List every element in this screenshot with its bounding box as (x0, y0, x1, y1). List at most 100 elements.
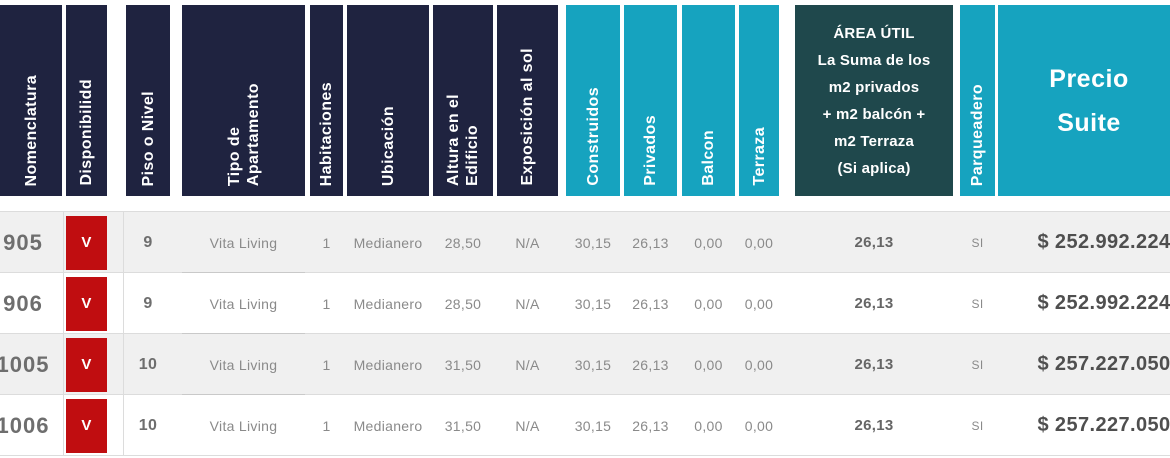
cell-nomenclatura: 1006 (0, 412, 50, 438)
col-header-altura: Altura en el Edificio (433, 5, 493, 196)
cell-tipo: Vita Living (209, 234, 278, 251)
cell-privados: 26,13 (632, 234, 669, 251)
table-row[interactable]: 1006 V 10 Vita Living 1 Medianero 31,50 … (0, 395, 1170, 456)
col-header-nomenclatura-label: Nomenclatura (22, 74, 40, 187)
cell-ubicacion: Medianero (353, 356, 423, 373)
cell-balcon: 0,00 (694, 295, 723, 312)
cell-construidos: 30,15 (574, 295, 612, 312)
cell-construidos: 30,15 (574, 356, 612, 373)
cell-construidos: 30,15 (574, 417, 612, 434)
availability-badge: V (66, 337, 107, 392)
cell-precio: $ 252.992.224 (1037, 292, 1170, 314)
col-header-area-util: ÁREA ÚTIL La Suma de los m2 privados + m… (795, 5, 953, 196)
cell-ubicacion: Medianero (353, 234, 423, 251)
col-header-exposicion-label: Exposición al sol (519, 48, 536, 186)
cell-disponibilidad: V (66, 334, 107, 395)
cell-parqueadero: SI (971, 235, 984, 250)
cell-area-util: 26,13 (854, 417, 894, 434)
tipo-cell-separator (182, 333, 305, 334)
row-separator (0, 272, 1170, 273)
col-header-privados: Privados (624, 5, 677, 196)
cell-exposicion: N/A (515, 234, 540, 251)
cell-habitaciones: 1 (322, 234, 331, 251)
cell-construidos: 30,15 (574, 234, 612, 251)
col-header-habitaciones-label: Habitaciones (318, 81, 335, 186)
row-separator (0, 211, 1170, 212)
disponibilidad-column-border (123, 211, 124, 456)
cell-habitaciones: 1 (322, 417, 331, 434)
col-header-exposicion: Exposición al sol (497, 5, 558, 196)
cell-habitaciones: 1 (322, 295, 331, 312)
cell-nomenclatura: 905 (3, 229, 43, 255)
availability-badge: V (66, 215, 107, 270)
cell-privados: 26,13 (632, 417, 669, 434)
cell-balcon: 0,00 (694, 356, 723, 373)
col-header-precio-suite: Precio Suite (998, 5, 1170, 196)
disponibilidad-column-border (63, 211, 64, 456)
table-row[interactable]: 905 V 9 Vita Living 1 Medianero 28,50 N/… (0, 212, 1170, 273)
cell-precio: $ 257.227.050 (1037, 353, 1170, 375)
cell-piso: 10 (138, 355, 158, 373)
col-header-ubicacion: Ubicación (347, 5, 429, 196)
cell-parqueadero: SI (971, 357, 984, 372)
cell-exposicion: N/A (515, 417, 540, 434)
cell-ubicacion: Medianero (353, 295, 423, 312)
table-row[interactable]: 1005 V 10 Vita Living 1 Medianero 31,50 … (0, 334, 1170, 395)
col-header-nomenclatura: Nomenclatura (0, 5, 62, 196)
cell-parqueadero: SI (971, 418, 984, 433)
cell-terraza: 0,00 (744, 417, 774, 434)
cell-precio: $ 257.227.050 (1037, 414, 1170, 436)
cell-terraza: 0,00 (744, 295, 774, 312)
col-header-area-util-label: ÁREA ÚTIL La Suma de los m2 privados + m… (817, 24, 931, 177)
cell-nomenclatura: 906 (3, 290, 43, 316)
cell-tipo: Vita Living (209, 356, 278, 373)
col-header-parqueadero: Parqueadero (960, 5, 995, 196)
col-header-construidos-label: Construidos (584, 87, 602, 186)
cell-piso: 9 (143, 294, 153, 312)
cell-nomenclatura: 1005 (0, 351, 50, 377)
availability-badge: V (66, 398, 107, 453)
col-header-piso-label: Piso o Nivel (139, 90, 157, 187)
cell-piso: 9 (143, 233, 153, 251)
row-separator (0, 333, 1170, 334)
cell-area-util: 26,13 (854, 356, 894, 373)
cell-altura: 28,50 (444, 234, 482, 251)
cell-exposicion: N/A (515, 356, 540, 373)
col-header-precio-suite-label: Precio Suite (1049, 64, 1129, 137)
col-header-construidos: Construidos (566, 5, 620, 196)
cell-ubicacion: Medianero (353, 417, 423, 434)
availability-badge: V (66, 276, 107, 331)
table-row[interactable]: 906 V 9 Vita Living 1 Medianero 28,50 N/… (0, 273, 1170, 334)
cell-disponibilidad: V (66, 273, 107, 334)
col-header-ubicacion-label: Ubicación (379, 105, 397, 186)
col-header-disponibilidad: Disponibilidd (66, 5, 107, 196)
cell-privados: 26,13 (632, 295, 669, 312)
cell-disponibilidad: V (66, 395, 107, 456)
cell-altura: 31,50 (444, 417, 482, 434)
col-header-altura-label: Altura en el Edificio (445, 94, 481, 186)
cell-disponibilidad: V (66, 212, 107, 273)
col-header-piso: Piso o Nivel (126, 5, 170, 196)
cell-area-util: 26,13 (854, 234, 894, 251)
col-header-privados-label: Privados (642, 115, 659, 186)
cell-area-util: 26,13 (854, 295, 894, 312)
cell-precio: $ 252.992.224 (1037, 231, 1170, 253)
cell-altura: 31,50 (444, 356, 482, 373)
tipo-cell-separator (182, 272, 305, 273)
col-header-tipo-label: Tipo de Apartamento (225, 82, 262, 186)
cell-terraza: 0,00 (744, 234, 774, 251)
cell-privados: 26,13 (632, 356, 669, 373)
col-header-disponibilidad-label: Disponibilidd (78, 79, 95, 186)
col-header-parqueadero-label: Parqueadero (969, 83, 986, 186)
col-header-terraza: Terraza (739, 5, 779, 196)
row-separator (0, 394, 1170, 395)
cell-parqueadero: SI (971, 296, 984, 311)
cell-exposicion: N/A (515, 295, 540, 312)
col-header-balcon-label: Balcon (700, 130, 717, 186)
cell-balcon: 0,00 (694, 234, 723, 251)
cell-terraza: 0,00 (744, 356, 774, 373)
cell-tipo: Vita Living (209, 417, 278, 434)
col-header-tipo: Tipo de Apartamento (182, 5, 305, 196)
col-header-terraza-label: Terraza (750, 127, 768, 186)
